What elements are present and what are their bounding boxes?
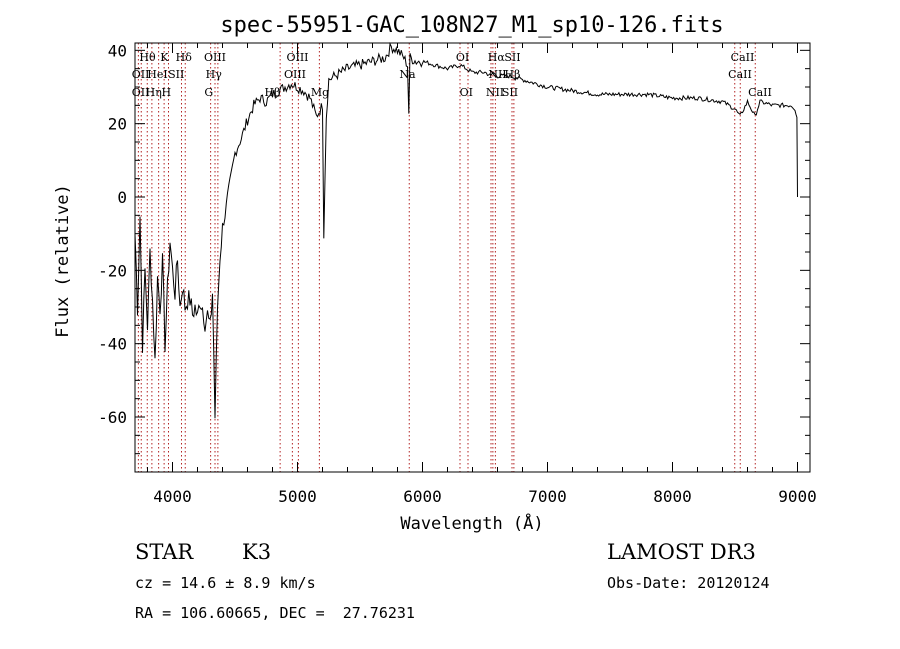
y-axis-ticks: -60 -40 -20 0 20 40 xyxy=(98,41,810,455)
x-tick-label-1: 5000 xyxy=(278,487,317,506)
redshift-velocity: cz = 14.6 ± 8.9 km/s xyxy=(135,574,316,592)
line-label-27: CaII xyxy=(748,86,772,99)
line-label-17: CaII xyxy=(728,68,752,81)
line-label-13: OIII xyxy=(284,68,306,81)
coordinates: RA = 106.60665, DEC = 27.76231 xyxy=(135,604,415,622)
x-tick-label-0: 4000 xyxy=(153,487,192,506)
spectral-line-markers xyxy=(137,43,756,472)
line-label-20: H xyxy=(161,86,171,99)
line-label-14: Na xyxy=(399,68,416,81)
line-label-5: OI xyxy=(456,51,469,64)
line-label-6: Hα xyxy=(488,51,506,64)
x-tick-label-4: 8000 xyxy=(653,487,692,506)
observation-date: Obs-Date: 20120124 xyxy=(607,574,770,592)
x-axis-ticks: 4000 5000 6000 7000 8000 9000 xyxy=(147,43,817,506)
y-axis-label: Flux (relative) xyxy=(53,184,73,338)
line-label-11: SII xyxy=(168,68,184,81)
line-label-4: OIII xyxy=(286,51,308,64)
line-label-8: CaII xyxy=(731,51,755,64)
line-label-22: Hβ xyxy=(265,86,281,99)
line-label-0: Hθ xyxy=(139,51,156,64)
object-type: STAR xyxy=(135,540,194,564)
y-tick-label-1: -40 xyxy=(98,335,127,354)
line-label-12: Hγ xyxy=(206,68,223,81)
y-tick-label-5: 40 xyxy=(108,41,127,60)
plot-frame xyxy=(134,42,811,473)
spectrum-series-line xyxy=(134,41,798,419)
chart-title: spec-55951-GAC_108N27_M1_sp10-126.fits xyxy=(220,13,723,38)
line-label-2: Hδ xyxy=(176,51,193,64)
line-label-21: G xyxy=(204,86,213,99)
line-label-19: Hη xyxy=(146,86,162,99)
y-tick-label-4: 20 xyxy=(108,115,127,134)
line-label-1: K xyxy=(160,51,169,64)
x-tick-label-3: 7000 xyxy=(528,487,567,506)
x-tick-label-5: 9000 xyxy=(778,487,817,506)
survey-name: LAMOST DR3 xyxy=(607,540,756,564)
y-tick-label-3: 0 xyxy=(117,188,127,207)
line-label-26: SII xyxy=(502,86,518,99)
line-label-16: Hβ xyxy=(505,68,521,81)
line-label-15: NII xyxy=(488,68,506,81)
line-label-18: OII xyxy=(132,86,150,99)
x-axis-label: Wavelength (Å) xyxy=(400,512,543,534)
y-tick-label-2: -20 xyxy=(98,261,127,280)
line-label-7: SII xyxy=(504,51,520,64)
line-label-23: Mg xyxy=(311,86,329,99)
line-label-24: OI xyxy=(460,86,473,99)
line-label-3: OIII xyxy=(204,51,226,64)
line-label-25: NII xyxy=(486,86,504,99)
object-subclass: K3 xyxy=(242,540,272,564)
y-tick-label-0: -60 xyxy=(98,408,127,427)
line-label-9: OII xyxy=(132,68,150,81)
x-tick-label-2: 6000 xyxy=(403,487,442,506)
spectrum-chart: spec-55951-GAC_108N27_M1_sp10-126.fits H… xyxy=(53,13,817,534)
line-label-10: HeI xyxy=(147,68,167,81)
